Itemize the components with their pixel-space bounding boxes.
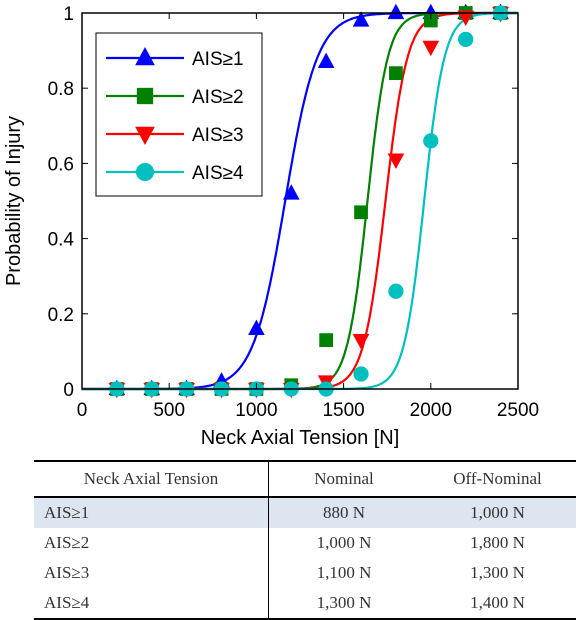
legend-label: AIS≥3 (192, 125, 244, 146)
data-point (352, 333, 370, 350)
threshold-table: Neck Axial Tension Nominal Off-Nominal A… (34, 460, 576, 620)
nominal-value: 1,100 N (316, 563, 372, 582)
x-tick-label: 2000 (410, 400, 452, 421)
header-nominal: Nominal (314, 469, 374, 488)
legend-marker (135, 126, 155, 145)
legend-marker (135, 47, 155, 66)
off-nominal-value: 1,000 N (419, 497, 576, 528)
row-label: AIS≥2 (34, 528, 269, 558)
data-point (248, 319, 265, 335)
nominal-value: 1,000 N (316, 533, 372, 552)
y-tick-label: 0.8 (48, 79, 74, 100)
header-neck-axial-tension: Neck Axial Tension (34, 461, 269, 497)
ticks-layer: 0 500 1000 1500 2000 2500 0 0.2 0.4 0.6 0.8 1 (48, 4, 540, 421)
x-axis-title: Neck Axial Tension [N] (201, 427, 400, 449)
y-tick-label: 0 (63, 380, 74, 401)
threshold-table-grid: Neck Axial Tension Nominal Off-Nominal A… (34, 460, 576, 620)
data-point (387, 3, 405, 20)
x-tick-label: 500 (153, 400, 185, 421)
table-row: AIS≥1 880 N 1,000 N (34, 497, 576, 528)
row-label: AIS≥4 (34, 588, 269, 619)
y-tick-label: 0.2 (48, 305, 74, 326)
y-axis-title: Probability of Injury (3, 116, 25, 286)
data-point (388, 283, 404, 299)
x-tick-label: 1500 (322, 400, 364, 421)
x-tick-label: 2500 (497, 400, 539, 421)
data-point (352, 11, 370, 27)
legend-label: AIS≥2 (192, 87, 244, 108)
off-nominal-value: 1,300 N (470, 563, 525, 582)
y-tick-label: 1 (63, 4, 74, 25)
data-point (282, 184, 300, 200)
y-tick-label: 0.4 (48, 230, 75, 251)
off-nominal-value: 1,400 N (470, 593, 525, 612)
table-header-row: Neck Axial Tension Nominal Off-Nominal (34, 461, 576, 497)
data-point (353, 366, 369, 382)
legend-marker (136, 87, 154, 105)
data-point (457, 10, 475, 27)
data-point (317, 52, 335, 69)
off-nominal-value: 1,800 N (470, 533, 525, 552)
row-label: AIS≥1 (34, 497, 269, 528)
data-point (458, 31, 474, 47)
legend-label: AIS≥1 (192, 49, 244, 70)
x-tick-label: 0 (77, 400, 88, 421)
table-row: AIS≥4 1,300 N 1,400 N (34, 588, 576, 619)
data-point (423, 133, 439, 149)
nominal-value: 880 N (268, 497, 419, 528)
plot-frame (81, 12, 519, 390)
nominal-value: 1,300 N (316, 593, 372, 612)
data-point (387, 153, 405, 169)
table-row: AIS≥2 1,000 N 1,800 N (34, 528, 576, 558)
data-point (354, 205, 368, 220)
header-off-nominal: Off-Nominal (453, 469, 542, 488)
data-point (389, 66, 403, 81)
data-point (422, 40, 440, 57)
legend-box (95, 32, 263, 197)
y-tick-label: 0.6 (48, 154, 74, 175)
row-label: AIS≥3 (34, 558, 269, 588)
legend: AIS≥1 AIS≥2 AIS≥3 AIS≥4 (95, 32, 263, 197)
data-point (319, 333, 334, 347)
probability-chart: 0 500 1000 1500 2000 2500 0 0.2 0.4 0.6 0.8 1 Neck … (3, 3, 540, 449)
legend-marker (135, 162, 155, 182)
legend-label: AIS≥4 (192, 163, 244, 184)
table-row: AIS≥3 1,100 N 1,300 N (34, 558, 576, 588)
x-tick-label: 1000 (235, 400, 277, 421)
